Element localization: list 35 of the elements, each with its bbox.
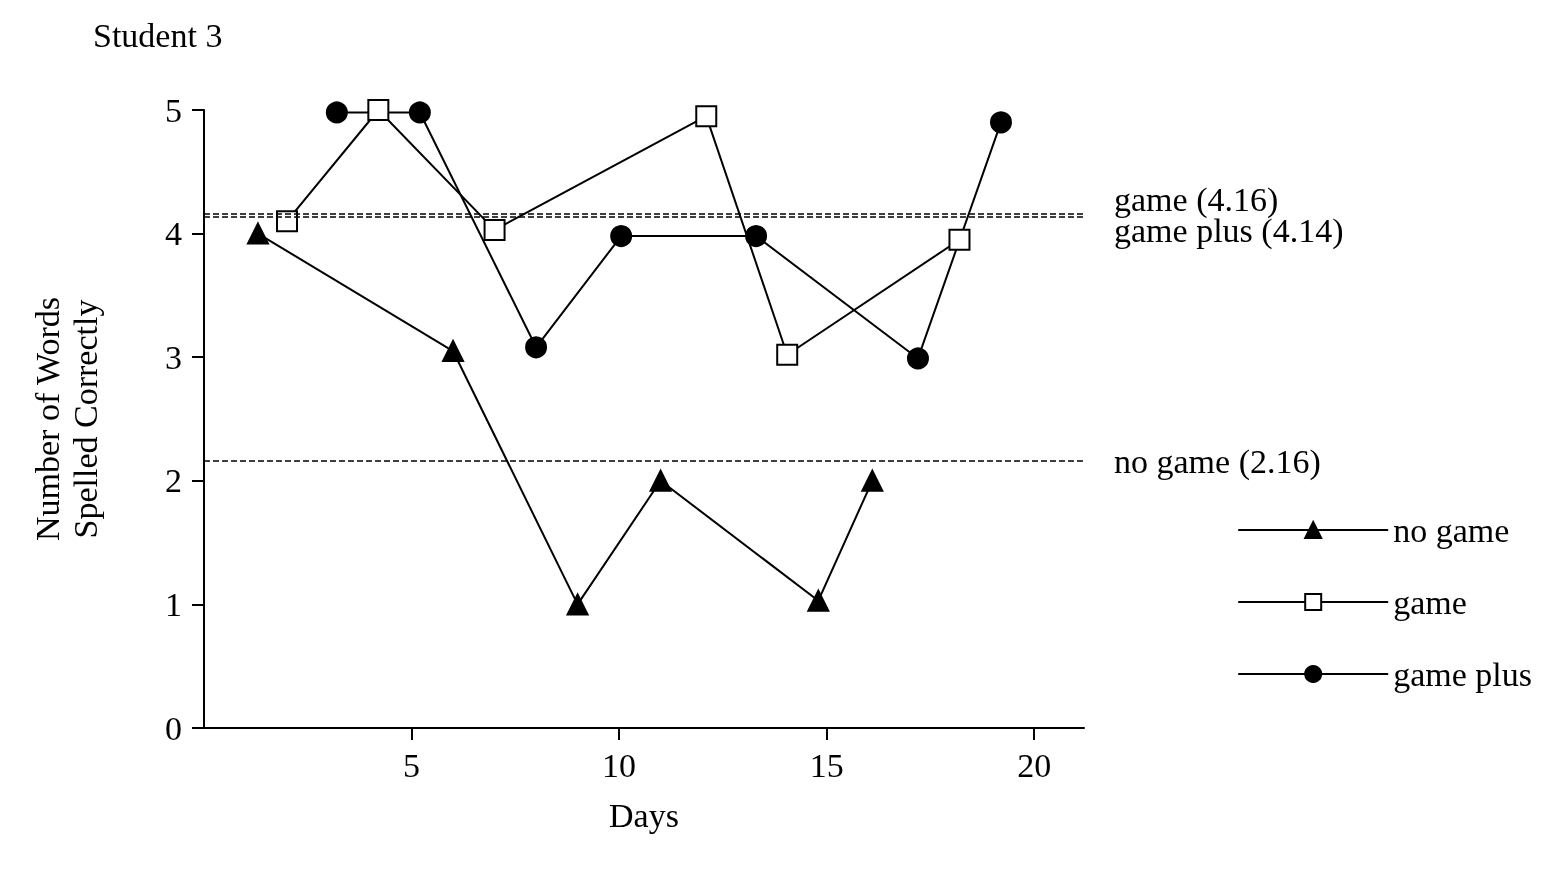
point	[483, 218, 506, 241]
point	[566, 593, 589, 616]
point	[408, 101, 431, 124]
point	[649, 469, 672, 492]
y-tick-label: 4	[165, 215, 182, 253]
point	[442, 340, 465, 363]
y-tick-label: 3	[165, 338, 182, 376]
y-tick-label: 2	[165, 462, 182, 500]
y-tick-label: 5	[165, 91, 182, 129]
y-tick-label: 1	[165, 585, 182, 623]
point	[807, 589, 830, 612]
y-axis-title: Number of Words Spelled Correctly	[28, 296, 104, 542]
point	[367, 99, 390, 121]
x-tick-label: 15	[809, 746, 844, 784]
x-tick-label: 5	[403, 746, 421, 784]
point	[695, 105, 718, 128]
legend-label: game	[1393, 583, 1467, 621]
point	[745, 225, 768, 248]
x-tick-label: 20	[1017, 746, 1052, 784]
y-tick-label: 0	[165, 709, 182, 747]
legend-label: game plus	[1393, 655, 1533, 693]
point	[610, 225, 633, 248]
ref-line-label: no game (2.16)	[1114, 442, 1321, 481]
x-tick-label: 10	[602, 746, 637, 784]
point	[906, 347, 929, 370]
point	[525, 336, 548, 359]
point	[948, 228, 971, 251]
point	[990, 111, 1012, 134]
legend-label: no game	[1393, 511, 1510, 549]
point	[246, 222, 269, 245]
chart-title: Student 3	[93, 16, 223, 54]
point	[776, 343, 799, 366]
point	[325, 101, 348, 124]
point	[861, 469, 884, 492]
x-axis-title: Days	[609, 796, 679, 834]
